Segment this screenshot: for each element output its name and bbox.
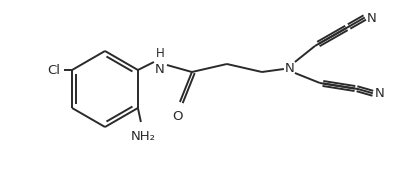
Text: O: O — [172, 110, 183, 123]
Text: N: N — [284, 62, 294, 74]
Text: H: H — [155, 47, 164, 60]
Text: NH₂: NH₂ — [130, 130, 155, 143]
Text: N: N — [366, 11, 376, 25]
Text: N: N — [155, 63, 164, 76]
Text: N: N — [374, 86, 384, 100]
Text: Cl: Cl — [47, 64, 60, 76]
